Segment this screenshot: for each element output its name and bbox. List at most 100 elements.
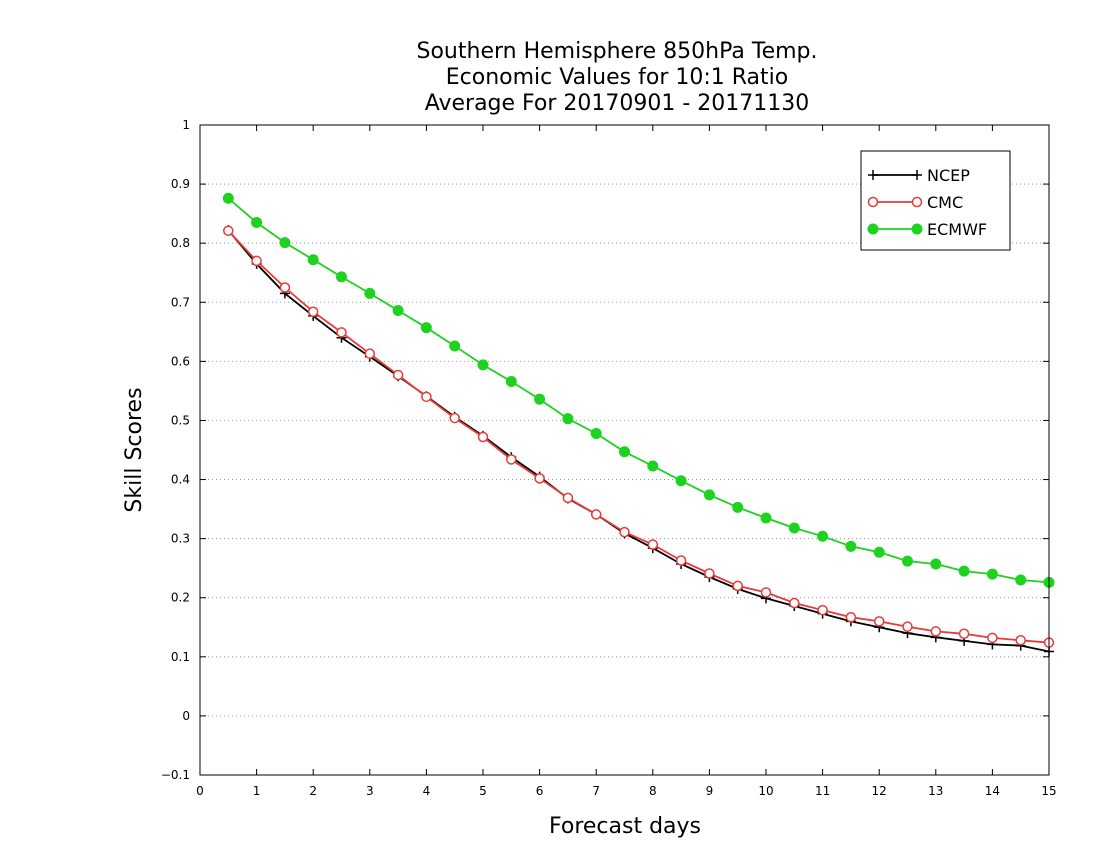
- ecmwf-point: [788, 522, 800, 534]
- cmc-point: [817, 604, 828, 616]
- x-tick-label: 2: [309, 784, 317, 798]
- legend: NCEP CMC ECMWF: [860, 150, 1011, 251]
- legend-ncep-label: NCEP: [927, 166, 970, 185]
- cmc-point: [647, 539, 659, 550]
- cmc-point: [845, 611, 857, 623]
- ecmwf-point: [902, 555, 913, 567]
- ecmwf-point: [392, 305, 404, 317]
- y-tick-label: −0.1: [161, 768, 190, 782]
- series-layer: [222, 192, 1055, 657]
- x-tick-label: 6: [536, 784, 544, 798]
- x-tick-label: 10: [758, 784, 773, 798]
- title-line-3: Average For 20170901 - 20171130: [425, 91, 810, 116]
- cmc-point: [534, 473, 545, 484]
- cmc-point: [421, 391, 432, 403]
- legend-ecmwf-point: [911, 223, 923, 235]
- title-line-2: Economic Values for 10:1 Ratio: [446, 65, 788, 90]
- legend-ncep-point: [868, 170, 878, 180]
- x-tick-label: 14: [985, 784, 1000, 798]
- cmc-point: [477, 431, 489, 443]
- ecmwf-point: [986, 568, 998, 580]
- ecmwf-point: [760, 512, 772, 524]
- ecmwf-point: [817, 530, 829, 542]
- chart-title: Southern Hemisphere 850hPa Temp. Economi…: [417, 39, 818, 116]
- legend-ecmwf-point: [867, 223, 879, 235]
- cmc-point: [930, 626, 942, 637]
- x-axis-title: Forecast days: [549, 814, 701, 839]
- ecmwf-point: [251, 217, 263, 228]
- legend-cmc-label: CMC: [927, 193, 963, 212]
- y-tick-label: 0.9: [171, 177, 190, 191]
- ecmwf-point: [845, 540, 857, 552]
- x-tick-label: 7: [592, 784, 600, 798]
- y-tick-label: 0.8: [171, 236, 190, 250]
- cmc-point: [732, 580, 743, 592]
- cmc-point: [902, 621, 913, 632]
- cmc-series: [223, 225, 1055, 648]
- title-line-1: Southern Hemisphere 850hPa Temp.: [417, 39, 818, 64]
- cmc-point: [987, 632, 998, 644]
- ecmwf-point: [364, 287, 376, 299]
- ecmwf-point: [873, 546, 885, 558]
- cmc-point: [675, 555, 687, 566]
- x-tick-label: 0: [196, 784, 204, 798]
- y-tick-label: 1: [182, 118, 190, 132]
- cmc-point: [789, 597, 800, 609]
- cmc-point: [760, 587, 772, 598]
- ecmwf-point: [958, 565, 970, 577]
- cmc-point: [873, 616, 885, 627]
- cmc-point: [619, 526, 630, 538]
- legend-cmc-point: [911, 196, 923, 208]
- y-axis-ticks: −0.1 0 0.1 0.2 0.3 0.4 0.5 0.6 0.7 0.8 0.9 1: [161, 118, 1049, 782]
- cmc-point: [307, 306, 319, 317]
- x-tick-label: 9: [706, 784, 714, 798]
- ecmwf-point: [590, 427, 602, 439]
- x-tick-label: 11: [815, 784, 830, 798]
- x-tick-label: 1: [253, 784, 261, 798]
- ecmwf-series: [222, 192, 1055, 588]
- y-axis-title: Skill Scores: [122, 387, 147, 512]
- ecmwf-point: [420, 322, 432, 334]
- ecmwf-point: [222, 192, 234, 204]
- legend-cmc-point: [867, 196, 879, 208]
- y-tick-label: 0.5: [171, 413, 190, 427]
- legend-ncep-point: [912, 170, 922, 180]
- cmc-point: [251, 255, 262, 267]
- cmc-point: [449, 412, 460, 424]
- ecmwf-point: [930, 558, 942, 570]
- x-axis-ticks: 0 1 2 3 4 5 6 7 8 9 10 11 12 13 14 15: [196, 125, 1057, 798]
- x-tick-label: 8: [649, 784, 657, 798]
- y-tick-label: 0.4: [171, 473, 190, 487]
- y-tick-label: 0: [182, 709, 190, 723]
- ecmwf-point: [477, 359, 489, 371]
- cmc-point: [590, 509, 602, 520]
- y-tick-label: 0.3: [171, 532, 190, 546]
- cmc-point: [392, 369, 404, 381]
- ecmwf-point: [336, 271, 347, 283]
- y-tick-label: 0.2: [171, 591, 190, 605]
- cmc-point: [1015, 635, 1026, 646]
- x-tick-label: 13: [928, 784, 943, 798]
- ecmwf-point: [562, 413, 574, 425]
- ncep-series-line: [227, 229, 1050, 653]
- legend-box: [860, 150, 1011, 251]
- x-tick-label: 5: [479, 784, 487, 798]
- cmc-point: [223, 225, 234, 237]
- ecmwf-point: [534, 393, 546, 405]
- ecmwf-point: [675, 475, 687, 487]
- ncep-series: [223, 225, 1054, 657]
- ecmwf-series-line: [227, 197, 1050, 584]
- x-tick-label: 15: [1041, 784, 1056, 798]
- y-tick-label: 0.7: [171, 295, 190, 309]
- ecmwf-point: [279, 237, 291, 249]
- legend-ecmwf-label: ECMWF: [927, 220, 987, 239]
- plot-frame: [199, 124, 1050, 776]
- ecmwf-point: [732, 501, 744, 513]
- x-tick-label: 4: [423, 784, 431, 798]
- ecmwf-point: [619, 446, 630, 458]
- cmc-point: [958, 628, 970, 640]
- cmc-point: [506, 454, 517, 465]
- y-tick-label: 0.1: [171, 650, 190, 664]
- cmc-point: [279, 282, 291, 293]
